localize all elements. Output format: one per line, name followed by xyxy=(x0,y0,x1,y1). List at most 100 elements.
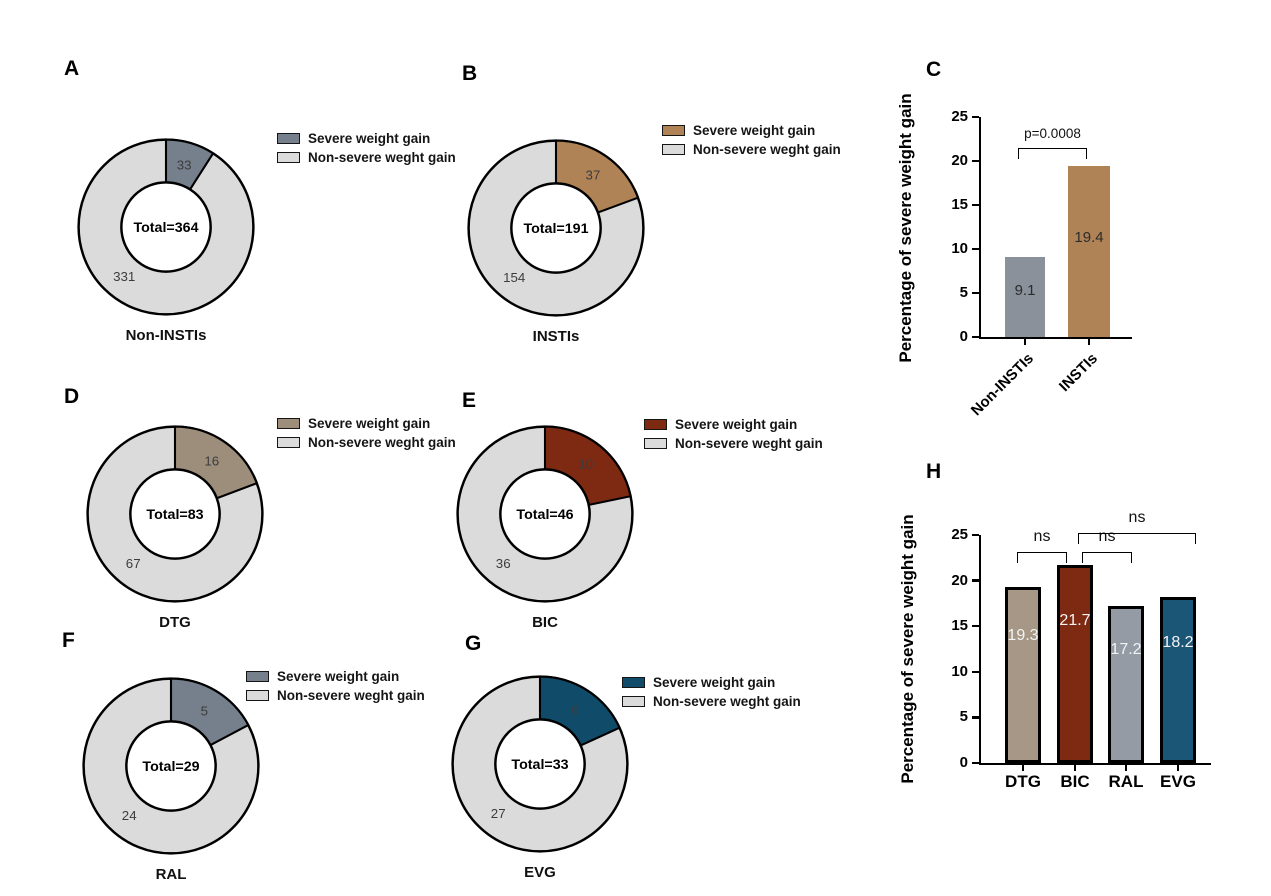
total-label: Total=29 xyxy=(142,759,199,775)
y-tick-label: 25 xyxy=(951,108,968,125)
total-label: Total=33 xyxy=(511,757,568,773)
legend-row: Severe weight gain xyxy=(277,414,456,433)
donut-svg-B: 37 154 Total=191 xyxy=(467,139,645,317)
y-tick xyxy=(971,115,979,119)
legend-label: Non-severe weght gain xyxy=(277,688,425,703)
donut-hole xyxy=(494,718,586,810)
legend-label: Severe weight gain xyxy=(277,669,400,684)
significance-bracket xyxy=(1017,552,1067,563)
x-tick xyxy=(1073,765,1077,772)
y-tick xyxy=(971,291,979,295)
legend-label: Non-severe weght gain xyxy=(675,436,823,451)
bar-value-instis: 19.4 xyxy=(1074,228,1104,246)
non-severe-count-label: 67 xyxy=(126,556,141,571)
donut-chart-instis: 37 154 Total=191 xyxy=(461,133,651,323)
severe-swatch xyxy=(277,133,300,144)
legend-row: Non-severe weght gain xyxy=(662,140,841,159)
donut-svg-A: 33 331 Total=364 xyxy=(77,138,255,316)
severe-count-label: 16 xyxy=(204,454,219,469)
donut-chart-evg: 6 27 Total=33 xyxy=(445,669,635,859)
x-tick xyxy=(1021,765,1025,772)
panel-d: 16 67 Total=83 DTG xyxy=(80,419,270,631)
y-axis-title: Percentage of severe weight gain xyxy=(898,514,917,784)
legend-row: Severe weight gain xyxy=(662,121,841,140)
panel-g-letter: G xyxy=(465,632,482,655)
x-tick xyxy=(1176,765,1180,772)
legend-label: Severe weight gain xyxy=(675,417,798,432)
donut-chart-bic: 10 36 Total=46 xyxy=(450,419,640,609)
legend-row: Non-severe weght gain xyxy=(622,692,801,711)
panel-g: 6 27 Total=33 EVG xyxy=(445,669,635,881)
panel-e-legend: Severe weight gain Non-severe weght gain xyxy=(644,415,823,453)
x-label-ral: RAL xyxy=(1108,772,1144,791)
panel-c-bar-chart: 0 5 10 15 20 25 9.1 Non-INSTIs 19.4 INSTIs p=0.000… xyxy=(880,40,1271,436)
severe-swatch xyxy=(644,419,667,430)
non-severe-swatch xyxy=(277,152,300,163)
y-tick xyxy=(971,203,979,207)
bar-value-evg: 18.2 xyxy=(1162,634,1194,652)
non-severe-count-label: 24 xyxy=(122,808,137,823)
y-tick-label: 10 xyxy=(951,240,968,257)
panel-f-letter: F xyxy=(62,629,75,652)
significance-bracket xyxy=(1078,533,1196,544)
significance-bracket xyxy=(1082,552,1132,563)
y-axis-line xyxy=(978,117,981,340)
donut-hole xyxy=(510,182,602,274)
y-tick xyxy=(971,533,979,537)
x-label-dtg: DTG xyxy=(1005,772,1041,791)
legend-row: Severe weight gain xyxy=(644,415,823,434)
non-severe-swatch xyxy=(277,437,300,448)
donut-svg-G: 6 27 Total=33 xyxy=(451,675,629,853)
y-tick xyxy=(971,247,979,251)
donut-hole xyxy=(129,468,221,560)
panel-b: 37 154 Total=191 INSTIs xyxy=(461,133,651,345)
panel-h-letter: H xyxy=(926,460,942,483)
significance-bracket xyxy=(1018,148,1087,159)
y-tick xyxy=(971,579,979,582)
panel-a: 33 331 Total=364 Non-INSTIs xyxy=(71,132,261,344)
panel-d-caption: DTG xyxy=(159,614,191,631)
legend-row: Non-severe weght gain xyxy=(644,434,823,453)
panel-e: 10 36 Total=46 BIC xyxy=(450,419,640,631)
severe-count-label: 10 xyxy=(578,457,593,472)
non-severe-count-label: 27 xyxy=(491,806,506,821)
x-tick xyxy=(1124,765,1128,772)
panel-a-letter: A xyxy=(64,57,80,80)
panel-a-caption: Non-INSTIs xyxy=(125,327,207,344)
panel-f-legend: Severe weight gain Non-severe weght gain xyxy=(246,667,425,705)
y-tick-label: 0 xyxy=(959,328,968,345)
panel-d-letter: D xyxy=(64,385,80,408)
legend-label: Non-severe weght gain xyxy=(308,435,456,450)
non-severe-count-label: 36 xyxy=(496,556,511,571)
donut-svg-F: 5 24 Total=29 xyxy=(82,677,260,855)
severe-swatch xyxy=(662,125,685,136)
y-tick-label: 20 xyxy=(951,152,968,169)
significance-label: p=0.0008 xyxy=(1024,126,1081,141)
panel-b-letter: B xyxy=(462,62,478,85)
non-severe-swatch xyxy=(644,438,667,449)
non-severe-swatch xyxy=(622,696,645,707)
panel-a-legend: Severe weight gain Non-severe weght gain xyxy=(277,129,456,167)
panel-e-letter: E xyxy=(462,389,477,412)
x-label-evg: EVG xyxy=(1160,772,1196,791)
significance-label: ns xyxy=(1098,528,1116,545)
y-tick xyxy=(971,159,979,163)
severe-swatch xyxy=(246,671,269,682)
donut-hole xyxy=(120,181,212,273)
bar-value-bic: 21.7 xyxy=(1059,611,1091,629)
legend-row: Severe weight gain xyxy=(246,667,425,686)
donut-hole xyxy=(125,720,217,812)
legend-label: Severe weight gain xyxy=(653,675,776,690)
x-tick xyxy=(1023,339,1027,346)
bar-value-ral: 17.2 xyxy=(1110,641,1142,659)
y-tick xyxy=(971,625,979,628)
y-tick-label: 15 xyxy=(951,617,968,635)
legend-label: Non-severe weght gain xyxy=(693,142,841,157)
severe-swatch xyxy=(277,418,300,429)
significance-label: ns xyxy=(1033,528,1051,545)
x-label-bic: BIC xyxy=(1060,772,1090,791)
panel-f: 5 24 Total=29 RAL xyxy=(76,671,266,883)
y-tick xyxy=(971,716,979,719)
donut-svg-D: 16 67 Total=83 xyxy=(86,425,264,603)
bar-non-instis xyxy=(1005,256,1045,337)
